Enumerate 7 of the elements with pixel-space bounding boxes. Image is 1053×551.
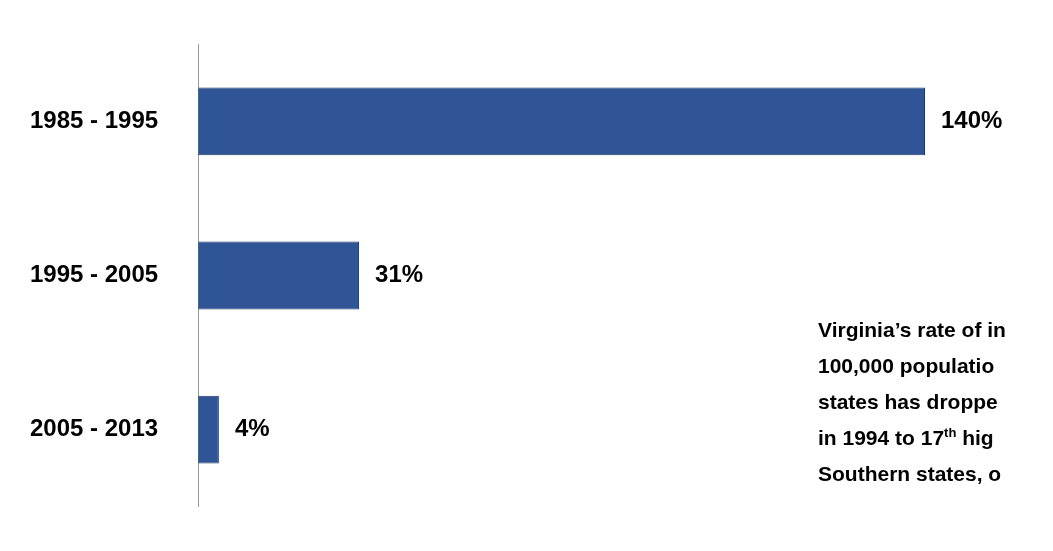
data-label: 4% (234, 414, 270, 442)
y-tick-label: 1995 - 2005 (30, 260, 159, 288)
annotation: Virginia’s rate of in 100,000 populatio states has droppe in 1994 to 17$^{th}$ hig Southern states, o (818, 317, 1006, 487)
y-tick-label: 1985 - 1995 (30, 106, 159, 134)
data-label: 140% (941, 106, 1003, 134)
data-label: 31% (375, 260, 424, 288)
y-tick-label: 2005 - 2013 (30, 414, 159, 442)
